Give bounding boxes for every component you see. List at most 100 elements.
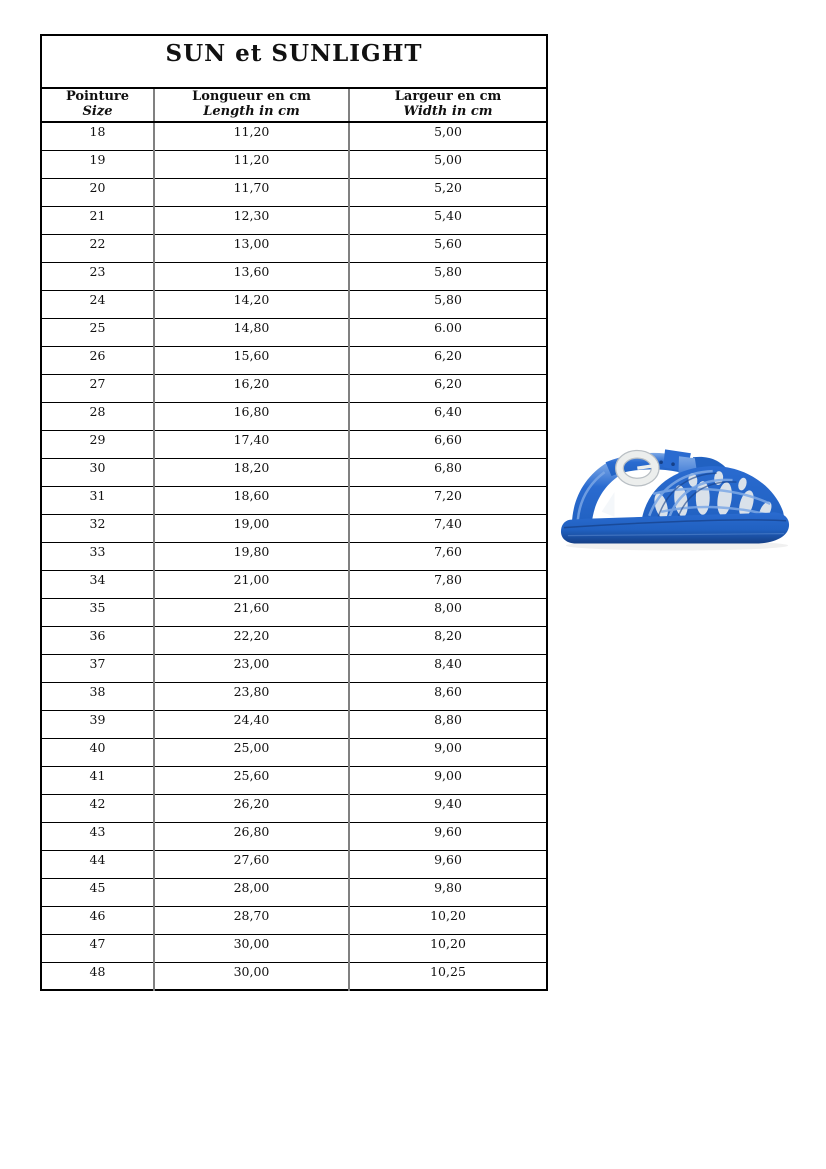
- table-row: 18 11,20 5,00: [41, 122, 548, 151]
- cell-size: 29: [41, 429, 154, 459]
- table-row: 45 28,00 9,80: [41, 877, 548, 907]
- cell-width: 8,20: [347, 625, 548, 655]
- table-header-row: Pointure Size Longueur en cm Length in c…: [41, 88, 548, 124]
- cell-size: 43: [41, 821, 154, 851]
- cell-width: 9,80: [347, 877, 548, 907]
- cell-length: 26,20: [153, 793, 349, 823]
- table-row: 24 14,20 5,80: [41, 289, 548, 319]
- cell-size: 22: [41, 233, 154, 263]
- product-photo-sandal: [558, 424, 796, 554]
- cell-length: 13,00: [153, 233, 349, 263]
- cell-width: 6,40: [347, 401, 548, 431]
- table-row: 48 30,00 10,25: [41, 961, 548, 991]
- cell-size: 24: [41, 289, 154, 319]
- column-header-width-fr: Largeur en cm: [394, 89, 502, 104]
- cell-length: 17,40: [153, 429, 349, 459]
- cell-width: 10,25: [347, 961, 548, 991]
- cell-size: 28: [41, 401, 154, 431]
- cell-size: 23: [41, 261, 154, 291]
- cell-length: 30,00: [153, 933, 349, 963]
- strap-hole: [671, 462, 675, 466]
- cell-width: 8,00: [347, 597, 548, 627]
- column-header-width-en: Width in cm: [403, 103, 493, 119]
- cell-length: 21,00: [153, 569, 349, 599]
- cell-size: 40: [41, 737, 154, 767]
- strap-hole: [659, 460, 663, 465]
- table-row: 21 12,30 5,40: [41, 205, 548, 235]
- table-row: 46 28,70 10,20: [41, 905, 548, 935]
- table-row: 25 14,80 6.00: [41, 317, 548, 347]
- cell-size: 18: [89, 124, 106, 140]
- heel-cutout: [601, 491, 615, 517]
- cell-size: 20: [41, 177, 154, 207]
- cell-length: 19,00: [153, 513, 349, 543]
- table-row: 33 19,80 7,60: [41, 541, 548, 571]
- column-header-width: Largeur en cm Width in cm: [347, 88, 548, 124]
- cell-length: 14,20: [153, 289, 349, 319]
- cell-length: 18,20: [153, 457, 349, 487]
- table-row: 19 11,20 5,00: [41, 149, 548, 179]
- cell-size: 38: [41, 681, 154, 711]
- cell-size: 41: [41, 765, 154, 795]
- cell-size: 19: [41, 149, 154, 179]
- cell-width: 7,40: [347, 513, 548, 543]
- cell-width: 10,20: [347, 905, 548, 935]
- sandal-illustration: [560, 449, 790, 551]
- cell-length: 27,60: [153, 849, 349, 879]
- sandal-buckle: [615, 449, 675, 487]
- cell-size: 44: [41, 849, 154, 879]
- cell-width: 6,20: [347, 373, 548, 403]
- table-row: 43 26,80 9,60: [41, 821, 548, 851]
- column-header-length: Longueur en cm Length in cm: [153, 88, 349, 124]
- table-row: 47 30,00 10,20: [41, 933, 548, 963]
- table-row: 28 16,80 6,40: [41, 401, 548, 431]
- cell-size: 46: [41, 905, 154, 935]
- cell-size: 31: [41, 485, 154, 515]
- cell-length: 13,60: [153, 261, 349, 291]
- table-row: 40 25,00 9,00: [41, 737, 548, 767]
- cell-size: 34: [41, 569, 154, 599]
- title-row: SUN et SUNLIGHT: [41, 35, 548, 89]
- size-chart-table: SUN et SUNLIGHT Pointure Size Longueur e…: [40, 34, 549, 992]
- table-row: 36 22,20 8,20: [41, 625, 548, 655]
- cell-size: 36: [41, 625, 154, 655]
- cell-width: 5,00: [347, 149, 548, 179]
- cell-width: 7,20: [347, 485, 548, 515]
- cell-size: 45: [41, 877, 154, 907]
- cell-size: 21: [41, 205, 154, 235]
- cell-width: 9,60: [347, 821, 548, 851]
- table-row: 31 18,60 7,20: [41, 485, 548, 515]
- table-row: 37 23,00 8,40: [41, 653, 548, 683]
- cell-width: 5,80: [347, 289, 548, 319]
- cell-width: 6,80: [347, 457, 548, 487]
- table-row: 26 15,60 6,20: [41, 345, 548, 375]
- cell-size: 42: [41, 793, 154, 823]
- cell-width: 10,20: [347, 933, 548, 963]
- cell-length: 11,20: [153, 149, 349, 179]
- cell-width: 9,40: [347, 793, 548, 823]
- cell-length: 16,20: [153, 373, 349, 403]
- cell-size: 39: [41, 709, 154, 739]
- cell-length: 11,20: [153, 122, 349, 151]
- cell-width: 9,00: [347, 765, 548, 795]
- cell-width: 5,20: [347, 177, 548, 207]
- cell-length: 15,60: [153, 345, 349, 375]
- cell-length: 24,40: [153, 709, 349, 739]
- column-header-size-en: Size: [82, 103, 113, 119]
- cell-length: 23,80: [153, 681, 349, 711]
- cell-width: 5,40: [347, 205, 548, 235]
- cell-width: 6.00: [347, 317, 548, 347]
- column-header-length-fr: Longueur en cm: [192, 89, 311, 104]
- cell-size: 30: [41, 457, 154, 487]
- table-row: 22 13,00 5,60: [41, 233, 548, 263]
- cell-size: 37: [41, 653, 154, 683]
- cell-size: 48: [41, 961, 154, 991]
- cell-size: 33: [41, 541, 154, 571]
- cell-width: 6,20: [347, 345, 548, 375]
- cell-size: 32: [41, 513, 154, 543]
- table-row: 35 21,60 8,00: [41, 597, 548, 627]
- table-row: 30 18,20 6,80: [41, 457, 548, 487]
- cell-width: 8,60: [347, 681, 548, 711]
- cell-size: 35: [41, 597, 154, 627]
